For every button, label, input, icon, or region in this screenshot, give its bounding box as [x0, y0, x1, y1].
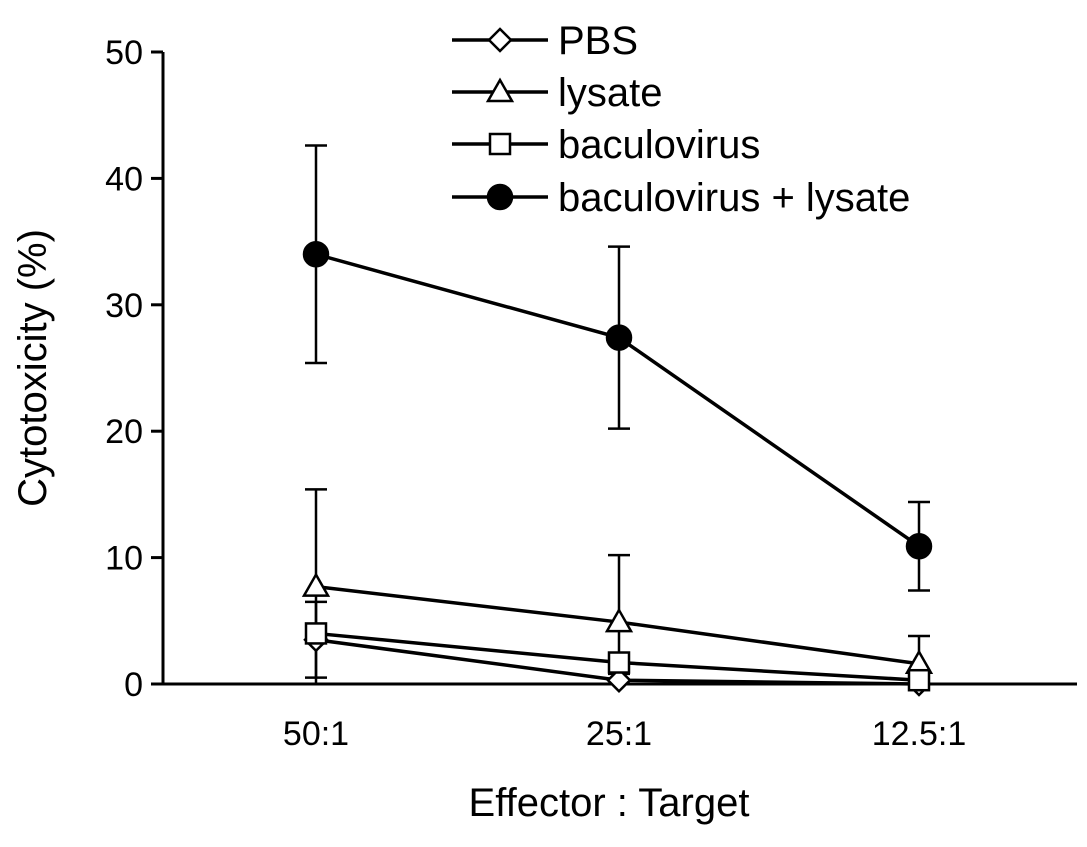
x-tick-label: 50:1 [283, 715, 349, 753]
data-point [302, 240, 330, 268]
y-tick-label: 40 [105, 160, 143, 198]
y-tick-label: 30 [105, 287, 143, 325]
x-tick-label: 12.5:1 [872, 715, 967, 753]
series-line [315, 252, 920, 548]
data-point [301, 572, 331, 597]
legend-marker [486, 183, 514, 211]
legend-marker [485, 77, 515, 103]
x-tick-label: 25:1 [586, 715, 652, 753]
legend: PBS lysate baculovirus baculovirus + lysate [452, 19, 910, 220]
plot-area [301, 144, 934, 697]
legend-label: baculovirus [558, 123, 760, 167]
y-tick-label: 10 [105, 540, 143, 578]
legend-label: lysate [558, 71, 663, 115]
data-point [604, 607, 634, 633]
y-tick-label: 0 [124, 666, 143, 704]
y-ticks: 0 10 20 30 40 50 [105, 34, 163, 704]
legend-marker [487, 27, 513, 53]
x-axis-title: Effector : Target [469, 781, 750, 825]
x-ticks: 50:1 25:1 12.5:1 [283, 715, 966, 753]
legend-label: PBS [558, 19, 638, 63]
data-point [907, 668, 931, 692]
legend-marker [488, 132, 512, 156]
data-point [607, 651, 631, 674]
legend-label: baculovirus + lysate [558, 176, 910, 220]
data-point [905, 532, 933, 560]
y-axis-title: Cytotoxicity (%) [11, 229, 55, 507]
y-tick-label: 50 [105, 34, 143, 72]
data-point [304, 622, 328, 645]
y-tick-label: 20 [105, 413, 143, 451]
data-point [606, 667, 632, 693]
data-point [605, 324, 633, 351]
